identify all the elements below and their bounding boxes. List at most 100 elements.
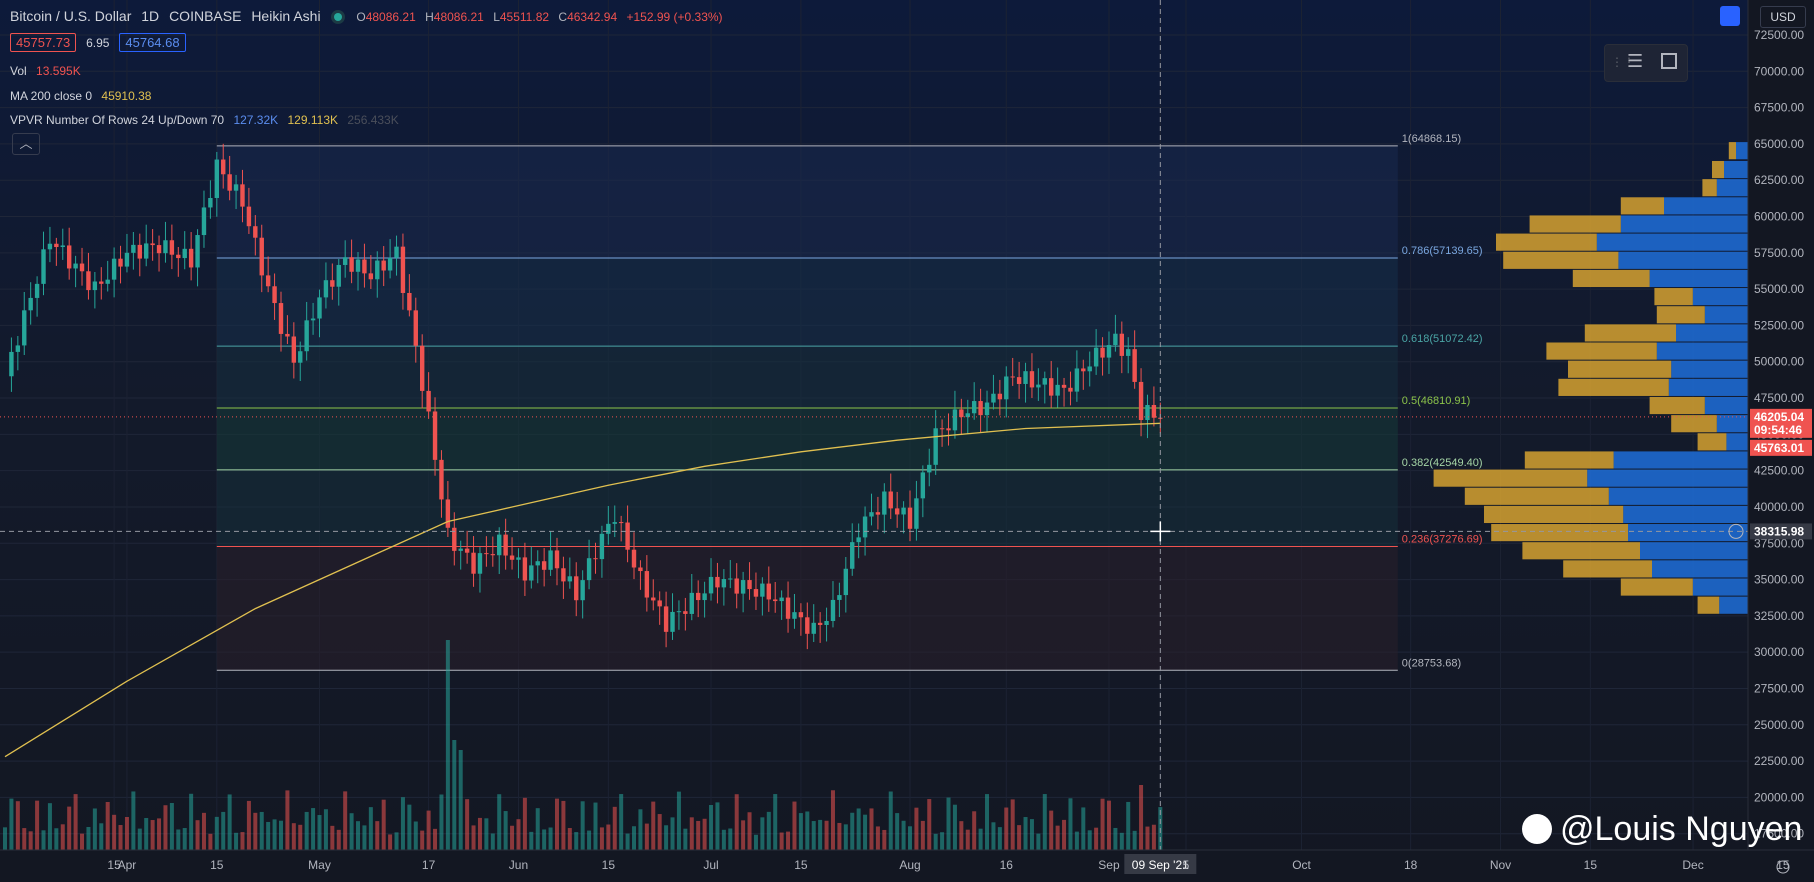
candle-body: [811, 622, 816, 634]
vpvr-up-bar: [1716, 415, 1748, 433]
volume-bar: [811, 821, 816, 850]
candle: [779, 590, 784, 620]
fib-zone: [216, 408, 1398, 470]
volume-bar: [144, 818, 149, 850]
fib-label: 0.786(57139.65): [1402, 245, 1483, 257]
candle-body: [971, 401, 977, 414]
crosshair-cursor: [1150, 521, 1171, 542]
candle: [606, 505, 611, 545]
candle: [914, 480, 919, 541]
candle: [66, 227, 72, 280]
candle: [657, 591, 662, 625]
volume-bar: [914, 807, 919, 850]
chart-style-label[interactable]: Heikin Ashi: [251, 8, 321, 24]
add-alert-icon: [1728, 523, 1744, 539]
candle: [625, 505, 630, 563]
spread-value: 6.95: [86, 36, 110, 50]
fullscreen-icon[interactable]: [1661, 53, 1677, 69]
fib-label: 1(64868.15): [1402, 133, 1461, 145]
candle-body: [927, 464, 932, 473]
ma-value: 45910.38: [101, 89, 152, 103]
volume-bar: [157, 818, 162, 850]
volume-bar: [920, 820, 925, 850]
candle-body: [227, 174, 232, 191]
candle: [805, 602, 810, 650]
time-tick-label: 09 Sep '21: [1132, 858, 1189, 872]
candle: [670, 593, 675, 640]
collapse-legend-button[interactable]: ︿: [12, 133, 40, 155]
volume-bar: [830, 790, 835, 850]
vpvr-down-bar: [1568, 360, 1672, 378]
ask-button[interactable]: 45764.68: [119, 33, 186, 52]
vpvr-down-bar: [1702, 179, 1717, 197]
candle: [1081, 359, 1086, 390]
candle: [695, 580, 701, 618]
price-tick-label: 72500.00: [1754, 28, 1804, 42]
candle-body: [407, 292, 412, 311]
volume-bar: [863, 814, 868, 850]
bid-ask-row: 45757.73 6.95 45764.68: [10, 33, 192, 52]
bid-button[interactable]: 45757.73: [10, 33, 77, 52]
currency-button[interactable]: USD: [1760, 6, 1806, 28]
volume-bar: [80, 833, 85, 850]
symbol-name[interactable]: Bitcoin / U.S. Dollar: [10, 8, 132, 24]
candle: [593, 542, 598, 574]
ma-legend[interactable]: MA 200 close 0 45910.38: [10, 89, 157, 103]
volume-legend[interactable]: Vol 13.595K: [10, 64, 87, 78]
volume-bar: [766, 811, 771, 850]
price-tick-label: 35000.00: [1754, 573, 1804, 587]
candle: [156, 235, 162, 272]
candle-body: [336, 264, 341, 287]
market-status-icon: [334, 12, 343, 21]
candle: [208, 180, 213, 219]
volume-bar: [702, 818, 707, 850]
candle-body: [1126, 349, 1131, 356]
candle: [574, 562, 579, 617]
candle: [79, 247, 85, 286]
vpvr-down-bar: [1728, 142, 1736, 160]
candle-body: [894, 508, 900, 515]
candle: [567, 557, 573, 589]
volume-bar: [445, 640, 450, 850]
candle: [503, 518, 508, 570]
volume-bar: [28, 831, 33, 850]
candle-body: [1068, 387, 1073, 392]
candle: [920, 465, 926, 518]
vpvr-down-bar: [1620, 578, 1693, 596]
volume-bar: [9, 798, 14, 850]
candle: [349, 239, 354, 284]
candle-body: [375, 260, 380, 280]
format-lines-icon[interactable]: ☰: [1627, 51, 1644, 71]
volume-bar: [343, 791, 348, 850]
volume-bar: [1004, 807, 1009, 850]
volume-bar: [644, 823, 649, 850]
candle-body: [933, 428, 938, 465]
drawing-toolbar[interactable]: ⋮⋮ ☰: [1604, 44, 1688, 82]
candle: [214, 151, 220, 217]
candle: [541, 548, 547, 587]
time-tick-label: Apr: [118, 858, 137, 872]
candle-body: [368, 273, 374, 280]
candle: [253, 215, 258, 256]
volume-bar: [651, 801, 656, 850]
volume-bar: [176, 829, 181, 850]
drag-handle-icon[interactable]: ⋮⋮: [1611, 55, 1635, 69]
vpvr-legend[interactable]: VPVR Number Of Rows 24 Up/Down 70 127.32…: [10, 113, 405, 127]
interval-label[interactable]: 1D: [141, 8, 160, 24]
candle-body: [554, 550, 560, 569]
candle-body: [182, 248, 187, 259]
candle: [1042, 371, 1047, 404]
volume-bar: [1106, 800, 1111, 850]
candle: [740, 571, 746, 613]
candle: [1004, 366, 1009, 418]
volume-bar: [516, 819, 521, 850]
candle: [246, 187, 252, 234]
camera-icon[interactable]: [1720, 6, 1740, 26]
vpvr-up-bar: [1676, 324, 1748, 342]
volume-bar: [221, 811, 226, 850]
candle: [1113, 314, 1118, 352]
candle-body: [1100, 347, 1105, 358]
vpvr-up-bar: [1671, 360, 1748, 378]
